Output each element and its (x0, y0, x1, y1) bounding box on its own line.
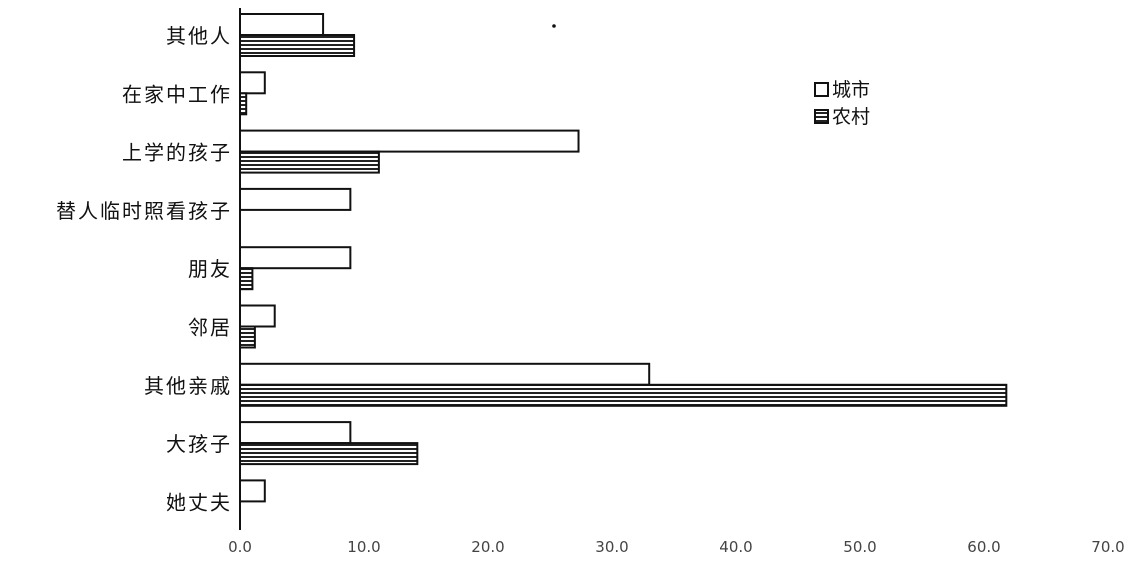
legend-swatch-city (814, 82, 829, 97)
x-tick-label: 60.0 (967, 538, 1000, 556)
category-label: 其他人 (166, 24, 232, 48)
bar-rural-3 (239, 150, 380, 174)
category-label: 上学的孩子 (122, 141, 232, 165)
legend-label-city: 城市 (832, 79, 870, 101)
bar-rural-1 (239, 34, 356, 57)
bar-city-8 (239, 421, 352, 445)
category-label: 在家中工作 (122, 82, 232, 106)
bar-rural-5 (239, 267, 254, 291)
legend-label-rural: 农村 (832, 106, 870, 128)
bar-city-1 (239, 13, 325, 36)
x-tick-label: 30.0 (595, 538, 628, 556)
bar-city-7 (239, 362, 651, 386)
x-tick-label: 40.0 (719, 538, 752, 556)
bar-rural-6 (239, 325, 256, 349)
bar-city-5 (239, 246, 352, 270)
x-tick-label: 10.0 (347, 538, 380, 556)
bar-city-2 (239, 71, 266, 95)
x-tick-label: 50.0 (843, 538, 876, 556)
category-label: 其他亲戚 (144, 374, 232, 398)
bar-rural-7 (239, 383, 1008, 407)
x-tick-labels: 0.0 10.0 20.0 30.0 40.0 50.0 60.0 70.0 (228, 538, 1125, 556)
category-label: 朋友 (188, 257, 232, 281)
legend: 城市 农村 (814, 79, 870, 128)
x-tick-label: 0.0 (228, 538, 252, 556)
x-tick-label: 70.0 (1091, 538, 1124, 556)
category-label: 替人临时照看孩子 (56, 199, 232, 223)
bar-rural-2 (239, 92, 248, 116)
bar-city-6 (239, 304, 276, 328)
stray-dot (552, 24, 556, 28)
bar-city-3 (239, 129, 580, 153)
bar-city-4 (239, 187, 352, 211)
bars (239, 13, 1008, 503)
bar-rural-8 (239, 442, 419, 466)
x-tick-label: 20.0 (471, 538, 504, 556)
bar-city-9 (239, 479, 266, 503)
legend-swatch-rural (814, 109, 829, 124)
category-label: 大孩子 (166, 432, 232, 456)
category-label: 邻居 (188, 316, 232, 340)
category-label: 她丈夫 (166, 490, 232, 514)
